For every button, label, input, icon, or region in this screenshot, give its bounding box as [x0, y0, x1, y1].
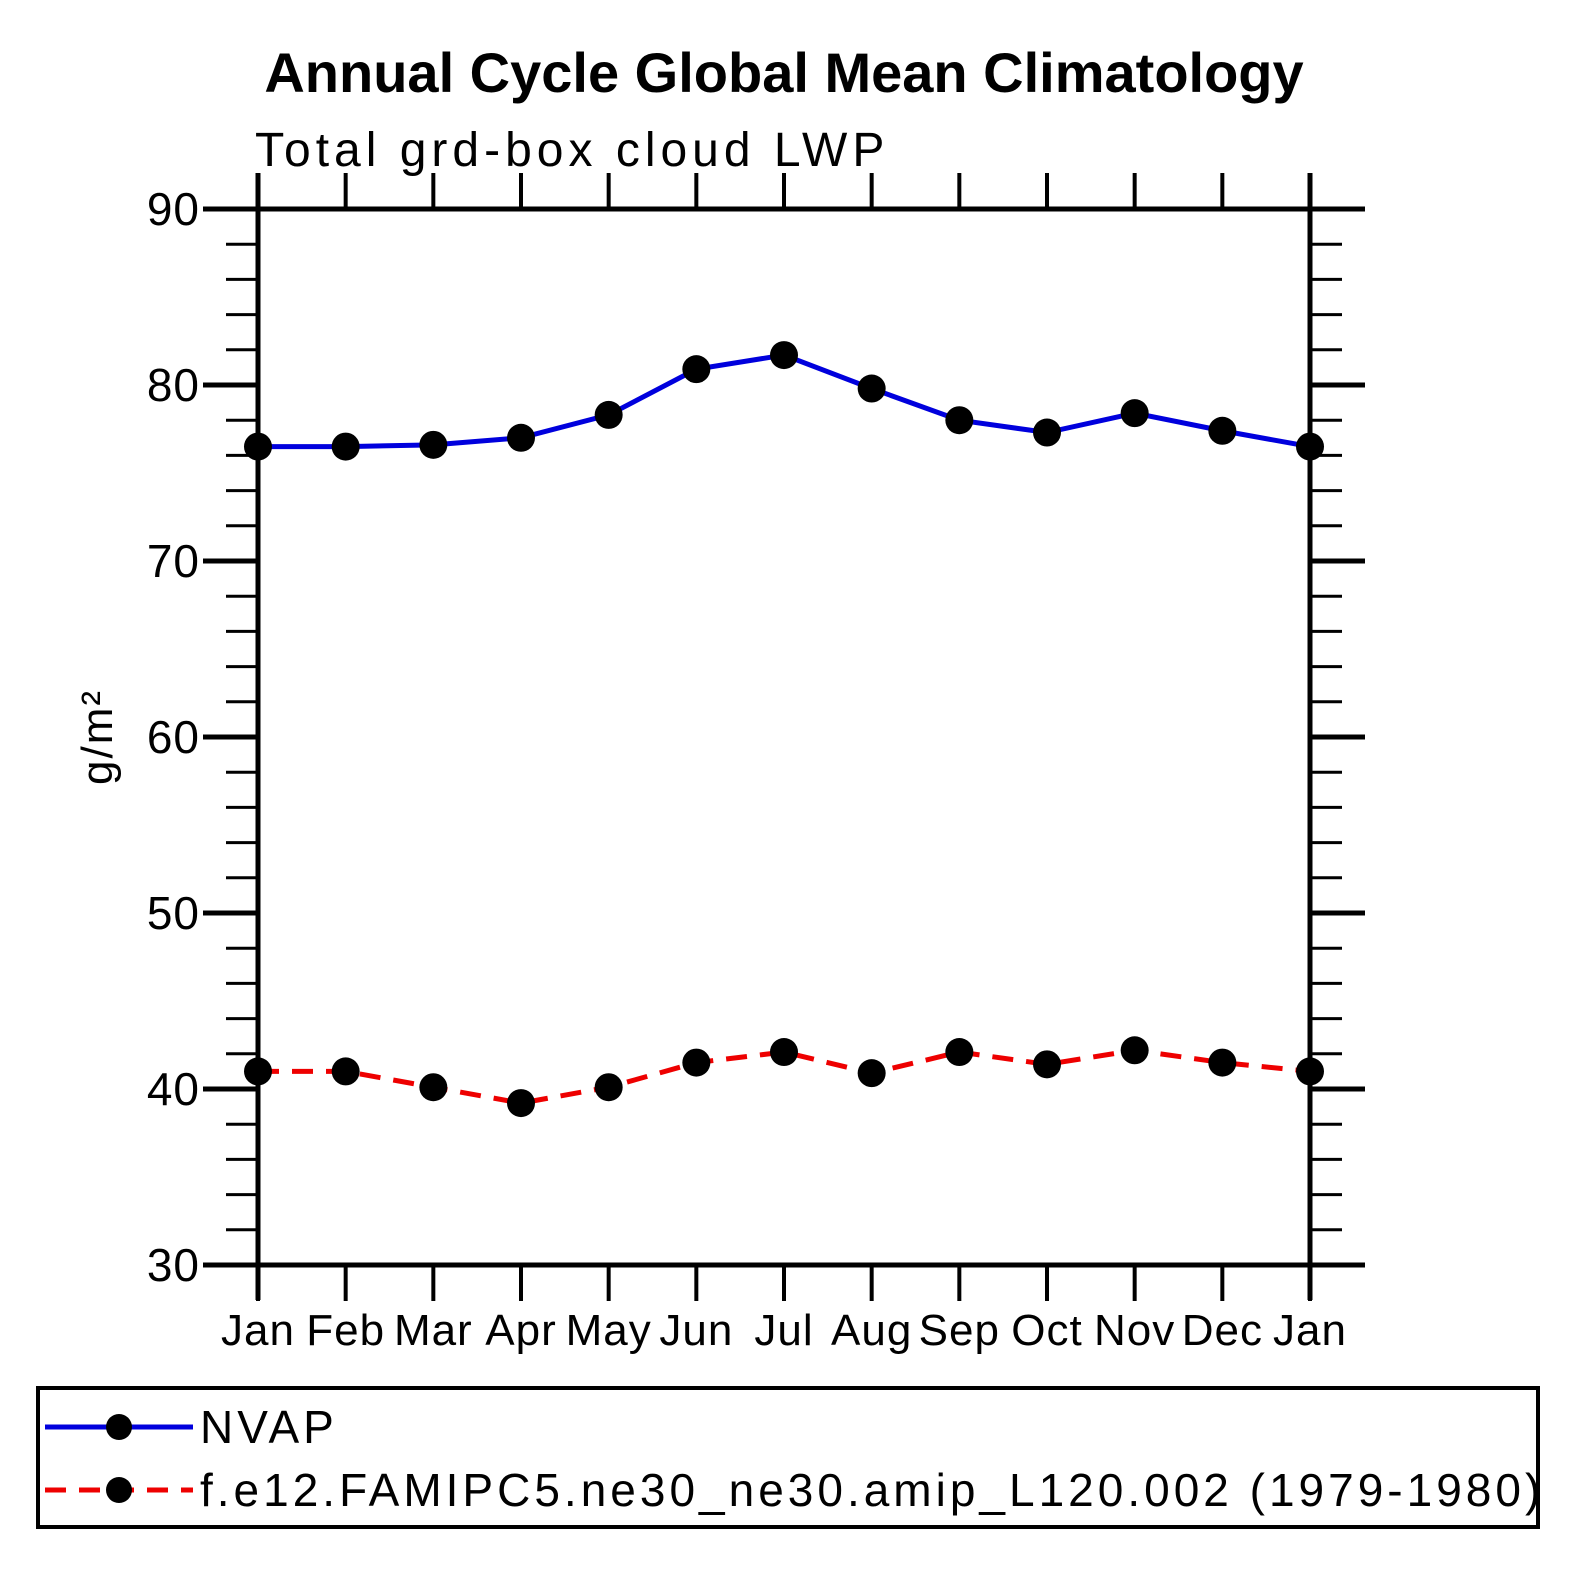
y-tick-label: 40 [147, 1063, 200, 1115]
series-marker-0 [945, 406, 974, 435]
legend-box [36, 1386, 1540, 1529]
chart-title: Annual Cycle Global Mean Climatology [264, 41, 1303, 104]
y-tick-labels: 90 80 70 60 50 40 30 [147, 183, 200, 1291]
y-tick-label: 90 [147, 183, 200, 235]
legend: NVAP f.e12.FAMIPC5.ne30_ne30.amip_L120.0… [36, 1386, 1544, 1529]
legend-label-nvap: NVAP [200, 1401, 338, 1453]
y-axis-label: g/m² [73, 689, 122, 785]
x-tick-label: Sep [919, 1306, 1000, 1355]
series-marker-1 [857, 1059, 886, 1088]
series-marker-0 [507, 423, 535, 452]
x-tick-label: Jan [1273, 1306, 1347, 1355]
legend-samples [45, 1414, 193, 1503]
series-marker-1 [1296, 1057, 1324, 1086]
legend-label-model: f.e12.FAMIPC5.ne30_ne30.amip_L120.002 (1… [200, 1464, 1544, 1516]
y-tick-label: 50 [147, 887, 200, 939]
y-tick-label: 60 [147, 711, 200, 763]
x-tick-label: Oct [1011, 1306, 1082, 1355]
series-marker-0 [244, 432, 272, 461]
x-tick-label: Feb [306, 1306, 385, 1355]
chart-subtitle: Total grd-box cloud LWP [255, 124, 889, 177]
series-marker-0 [1120, 399, 1149, 428]
series-marker-0 [857, 374, 886, 403]
series-marker-1 [507, 1089, 535, 1118]
y-tick-label: 80 [147, 359, 200, 411]
series-marker-0 [1033, 418, 1061, 447]
x-tick-label: Dec [1182, 1306, 1263, 1355]
legend-sample-marker-0 [106, 1414, 132, 1440]
x-tick-labels: Jan Feb Mar Apr May Jun Jul Aug Sep Oct Nov Dec Jan [221, 1306, 1347, 1355]
series-layer [244, 341, 1324, 1118]
series-marker-1 [682, 1048, 711, 1077]
x-tick-label: Aug [831, 1306, 912, 1355]
y-tick-label: 30 [147, 1239, 200, 1291]
tick-marks [203, 173, 1365, 1301]
series-marker-0 [682, 355, 711, 384]
x-tick-label: Mar [394, 1306, 473, 1355]
series-marker-1 [770, 1038, 798, 1067]
x-tick-label: Nov [1094, 1306, 1175, 1355]
series-marker-1 [244, 1057, 272, 1086]
series-marker-1 [1208, 1048, 1237, 1077]
series-marker-0 [1208, 416, 1237, 445]
series-marker-0 [770, 341, 798, 370]
x-tick-label: Jan [221, 1306, 295, 1355]
series-marker-1 [419, 1073, 448, 1102]
x-tick-label: Apr [485, 1306, 556, 1355]
y-tick-label: 70 [147, 535, 200, 587]
x-tick-label: Jun [659, 1306, 733, 1355]
series-marker-1 [1120, 1036, 1149, 1065]
series-marker-0 [594, 400, 623, 429]
series-marker-0 [1296, 432, 1324, 461]
series-marker-1 [1033, 1050, 1061, 1079]
legend-sample-marker-1 [106, 1477, 132, 1503]
series-marker-0 [419, 430, 448, 459]
series-marker-1 [594, 1073, 623, 1102]
series-marker-0 [331, 432, 360, 461]
series-marker-1 [331, 1057, 360, 1086]
x-tick-label: Jul [754, 1306, 813, 1355]
x-tick-label: May [566, 1306, 652, 1355]
series-marker-1 [945, 1038, 974, 1067]
